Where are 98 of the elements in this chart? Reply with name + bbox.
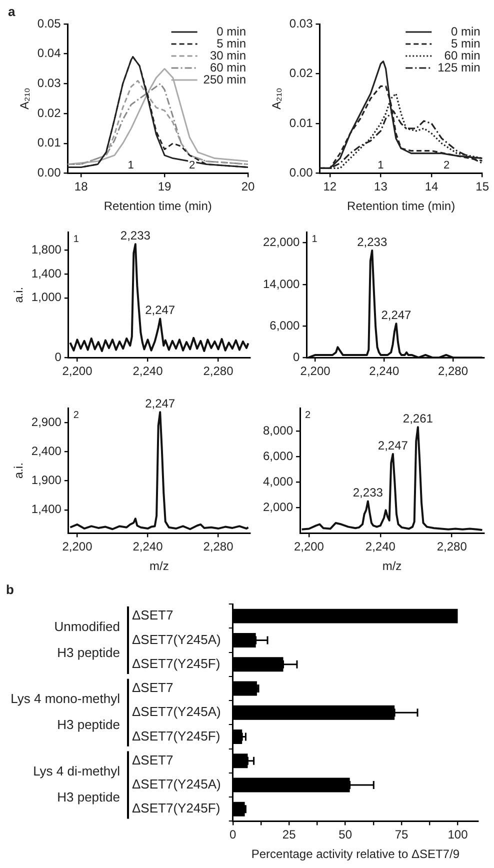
y-tick-label: ΔSET7(Y245F) xyxy=(132,728,220,744)
legend-label: 5 min xyxy=(450,36,480,50)
text: Unmodified H3 peptide xyxy=(54,618,120,660)
y-tick-label: 6,000 xyxy=(270,318,300,333)
x-tick-label: 25 xyxy=(282,828,296,842)
y-tick-label: 0.00 xyxy=(37,166,62,180)
annotation: 2,233 xyxy=(120,228,151,242)
annotation: 2,247 xyxy=(381,308,412,322)
x-tick-label: 18 xyxy=(74,180,88,194)
y-tick-label: 0.03 xyxy=(37,76,62,90)
x-tick-label: 0 xyxy=(230,828,237,842)
y-tick-label: 0.02 xyxy=(37,106,62,120)
x-tick-label: 2,280 xyxy=(203,364,234,378)
annotation: 2 xyxy=(73,410,80,421)
annotation: 2,233 xyxy=(352,486,384,500)
y-tick-label: 0.03 xyxy=(289,16,314,30)
legend-label: 250 min xyxy=(203,72,246,86)
legend-label: 30 min xyxy=(210,48,246,62)
x-tick-label: 2,280 xyxy=(438,364,468,378)
legend-label: 0 min xyxy=(450,24,480,38)
x-tick-label: 20 xyxy=(241,180,255,194)
y-tick-label: ΔSET7 xyxy=(132,608,174,623)
y-tick-label: ΔSET7(Y245A) xyxy=(132,776,221,792)
y-tick-label: 1,400 xyxy=(31,266,62,280)
y-tick-label: 1,800 xyxy=(31,242,62,256)
x-tick-label: 50 xyxy=(338,828,352,842)
y-tick-label: 1,400 xyxy=(31,502,62,516)
y-tick-label: 0.01 xyxy=(289,116,314,130)
annotation: 2,247 xyxy=(145,396,176,410)
y-tick-label: 4,000 xyxy=(263,474,294,488)
y-tick-label: 0.01 xyxy=(37,136,62,150)
x-tick-label: 2,240 xyxy=(369,364,400,378)
x-axis-title: m/z xyxy=(382,559,402,574)
x-axis-title: Retention time (min) xyxy=(104,199,212,214)
annotation: 2,247 xyxy=(145,303,176,318)
legend-label: 125 min xyxy=(438,60,480,74)
y-tick-label: 8,000 xyxy=(263,423,294,438)
y-tick-label: 2,400 xyxy=(31,444,62,458)
y-tick-label: 1,900 xyxy=(31,473,62,488)
y-tick-label: ΔSET7(Y245F) xyxy=(132,800,220,816)
y-tick-label: ΔSET7(Y245A) xyxy=(132,632,221,647)
y-axis-title: A₂₁₀ xyxy=(18,88,32,110)
x-tick-label: 13 xyxy=(374,180,388,194)
legend-label: 0 min xyxy=(216,24,246,38)
x-tick-label: 2,240 xyxy=(132,540,164,554)
y-tick-label: 0 xyxy=(293,350,300,364)
x-tick-label: 14 xyxy=(424,180,439,194)
annotation: 2 xyxy=(305,410,312,421)
annotation: 2,247 xyxy=(378,438,408,452)
x-tick-label: 19 xyxy=(158,180,172,194)
y-tick-label: 14,000 xyxy=(263,276,300,291)
annotation: 1 xyxy=(73,234,80,245)
y-axis-title: A₂₁₀ xyxy=(270,88,284,110)
x-tick-label: 2,200 xyxy=(62,540,93,554)
y-tick-label: ΔSET7 xyxy=(132,752,174,768)
y-tick-label: ΔSET7(Y245F) xyxy=(132,656,220,671)
y-tick-label: 0 xyxy=(54,350,62,364)
annotation: 2,233 xyxy=(357,234,388,249)
y-axis-title: a.i. xyxy=(12,462,26,479)
annotation: 2 xyxy=(189,160,196,172)
y-tick-label: 6,000 xyxy=(263,448,294,463)
x-axis-title: Percentage activity relative to ΔSET7/9 xyxy=(251,847,460,862)
annotation: 2 xyxy=(444,160,450,172)
y-tick-label: 0.02 xyxy=(289,66,314,80)
y-tick-label: ΔSET7(Y245A) xyxy=(132,704,221,720)
x-tick-label: 2,280 xyxy=(436,540,468,554)
y-tick-label: 0.04 xyxy=(37,46,62,60)
legend-label: 5 min xyxy=(216,36,246,50)
text: a xyxy=(8,4,16,20)
text: Lys 4 di-methyl H3 peptide xyxy=(33,764,120,805)
x-tick-label: 2,240 xyxy=(132,364,164,378)
x-tick-label: 2,200 xyxy=(294,540,324,554)
annotation: 2,261 xyxy=(402,411,434,426)
x-tick-label: 2,280 xyxy=(203,540,234,554)
y-tick-label: 1,000 xyxy=(31,290,62,304)
text: Lys 4 mono-methyl H3 peptide xyxy=(10,691,120,732)
x-tick-label: 2,200 xyxy=(300,364,331,378)
y-tick-label: ΔSET7 xyxy=(132,680,174,696)
y-axis-title: a.i. xyxy=(12,286,26,303)
x-tick-label: 2,240 xyxy=(365,540,396,554)
x-tick-label: 75 xyxy=(394,828,409,842)
annotation: 1 xyxy=(128,160,134,172)
legend-label: 60 min xyxy=(444,48,480,62)
annotation: 1 xyxy=(378,160,384,172)
x-tick-label: 15 xyxy=(476,180,490,194)
annotation: 1 xyxy=(312,234,318,245)
y-tick-label: 22,000 xyxy=(263,234,300,249)
text: b xyxy=(6,582,14,598)
x-axis-title: m/z xyxy=(150,559,169,574)
x-tick-label: 2,200 xyxy=(62,364,93,378)
y-tick-label: 2,000 xyxy=(263,500,294,514)
y-tick-label: 0.00 xyxy=(289,166,314,180)
y-tick-label: 0.05 xyxy=(37,16,62,30)
legend-label: 60 min xyxy=(210,60,246,74)
x-tick-label: 12 xyxy=(323,180,337,194)
x-tick-label: 100 xyxy=(448,828,468,842)
y-tick-label: 2,900 xyxy=(31,414,62,429)
x-axis-title: Retention time (min) xyxy=(347,199,456,214)
